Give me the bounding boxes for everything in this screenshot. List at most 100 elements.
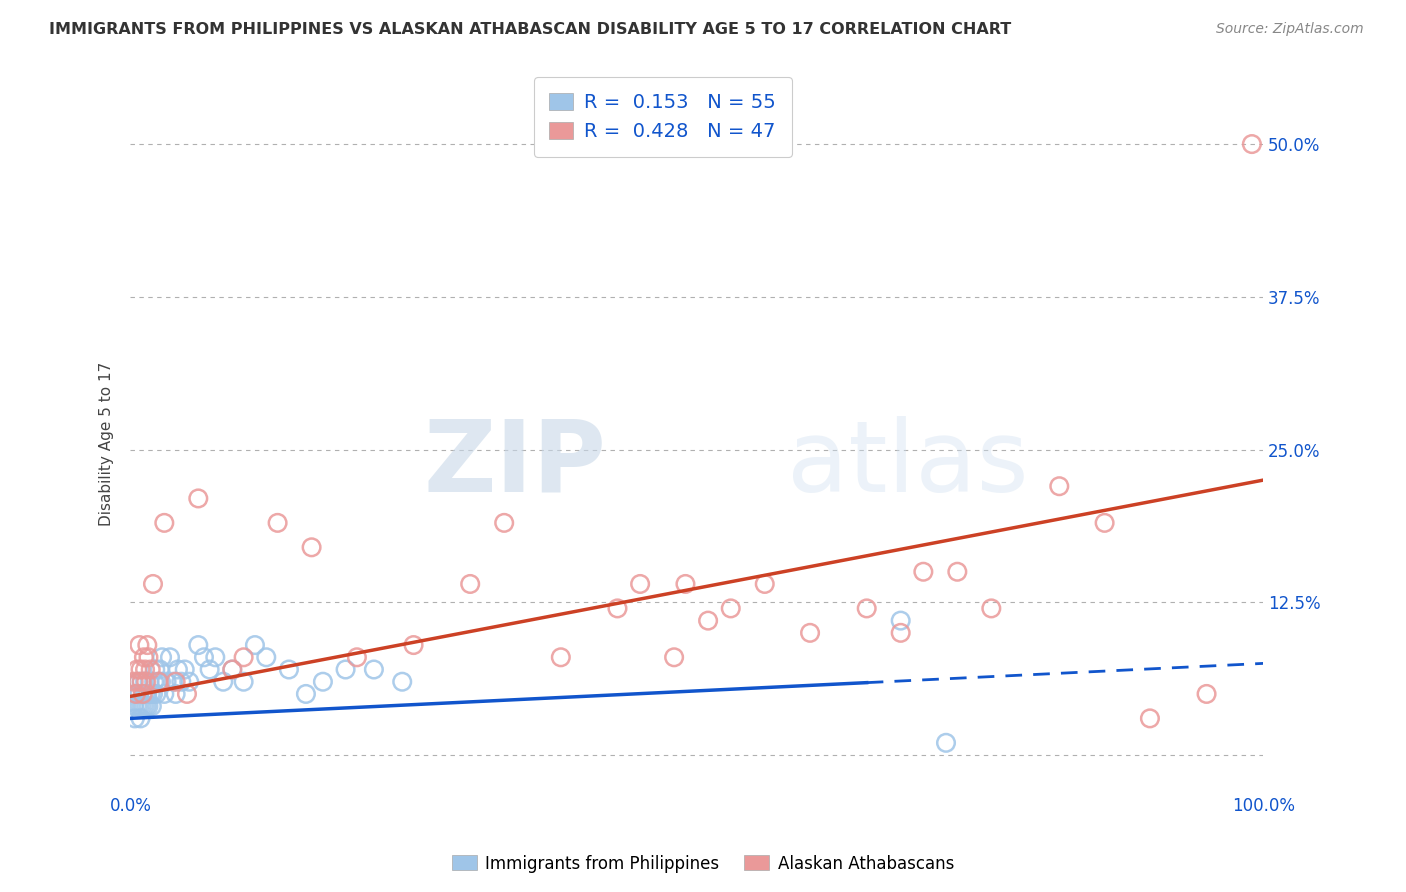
Point — [179, 674, 201, 689]
Point — [131, 699, 153, 714]
Point — [232, 674, 254, 689]
Point — [193, 650, 215, 665]
Point — [167, 663, 190, 677]
Point — [139, 687, 162, 701]
Point — [1195, 687, 1218, 701]
Point — [494, 516, 516, 530]
Text: ZIP: ZIP — [423, 416, 606, 513]
Point — [1047, 479, 1070, 493]
Point — [134, 687, 156, 701]
Point — [391, 674, 413, 689]
Point — [127, 699, 149, 714]
Point — [754, 577, 776, 591]
Point — [153, 516, 176, 530]
Point — [402, 638, 425, 652]
Point — [141, 699, 163, 714]
Point — [165, 687, 187, 701]
Point — [890, 614, 912, 628]
Text: atlas: atlas — [787, 416, 1029, 513]
Point — [136, 687, 159, 701]
Point — [138, 699, 160, 714]
Point — [198, 663, 221, 677]
Point — [173, 663, 195, 677]
Point — [149, 663, 172, 677]
Point — [628, 577, 651, 591]
Point — [935, 736, 957, 750]
Point — [170, 674, 193, 689]
Point — [149, 674, 172, 689]
Point — [155, 674, 177, 689]
Point — [204, 650, 226, 665]
Point — [150, 650, 173, 665]
Point — [254, 650, 277, 665]
Point — [134, 663, 156, 677]
Point — [136, 638, 159, 652]
Point — [138, 650, 160, 665]
Point — [295, 687, 318, 701]
Point — [148, 674, 170, 689]
Point — [606, 601, 628, 615]
Point — [124, 711, 146, 725]
Point — [129, 663, 152, 677]
Point — [221, 663, 243, 677]
Text: Source: ZipAtlas.com: Source: ZipAtlas.com — [1216, 22, 1364, 37]
Point — [131, 674, 153, 689]
Legend: Immigrants from Philippines, Alaskan Athabascans: Immigrants from Philippines, Alaskan Ath… — [446, 848, 960, 880]
Point — [162, 674, 184, 689]
Point — [131, 674, 153, 689]
Point — [335, 663, 357, 677]
Point — [143, 674, 166, 689]
Point — [132, 650, 155, 665]
Point — [346, 650, 368, 665]
Point — [1240, 137, 1263, 152]
Point — [125, 687, 148, 701]
Point — [165, 674, 187, 689]
Point — [153, 687, 176, 701]
Point — [278, 663, 301, 677]
Point — [212, 674, 235, 689]
Legend: R =  0.153   N = 55, R =  0.428   N = 47: R = 0.153 N = 55, R = 0.428 N = 47 — [534, 77, 792, 157]
Point — [1094, 516, 1116, 530]
Point — [127, 663, 149, 677]
Point — [1139, 711, 1161, 725]
Point — [127, 674, 149, 689]
Point — [363, 663, 385, 677]
Point — [138, 674, 160, 689]
Point — [675, 577, 697, 591]
Point — [127, 687, 149, 701]
Point — [122, 699, 145, 714]
Point — [128, 638, 150, 652]
Point — [221, 663, 243, 677]
Point — [187, 638, 209, 652]
Point — [145, 687, 167, 701]
Point — [266, 516, 288, 530]
Point — [301, 541, 323, 555]
Point — [128, 687, 150, 701]
Point — [855, 601, 877, 615]
Point — [232, 650, 254, 665]
Y-axis label: Disability Age 5 to 17: Disability Age 5 to 17 — [100, 361, 114, 525]
Point — [134, 674, 156, 689]
Point — [127, 674, 149, 689]
Point — [135, 674, 157, 689]
Point — [458, 577, 481, 591]
Point — [312, 674, 335, 689]
Point — [128, 699, 150, 714]
Point — [132, 687, 155, 701]
Point — [176, 687, 198, 701]
Point — [125, 687, 148, 701]
Point — [980, 601, 1002, 615]
Text: IMMIGRANTS FROM PHILIPPINES VS ALASKAN ATHABASCAN DISABILITY AGE 5 TO 17 CORRELA: IMMIGRANTS FROM PHILIPPINES VS ALASKAN A… — [49, 22, 1011, 37]
Point — [148, 674, 170, 689]
Point — [946, 565, 969, 579]
Point — [550, 650, 572, 665]
Point — [799, 625, 821, 640]
Point — [912, 565, 935, 579]
Point — [697, 614, 720, 628]
Point — [142, 577, 165, 591]
Point — [132, 699, 155, 714]
Point — [187, 491, 209, 506]
Point — [143, 663, 166, 677]
Point — [122, 674, 145, 689]
Point — [142, 687, 165, 701]
